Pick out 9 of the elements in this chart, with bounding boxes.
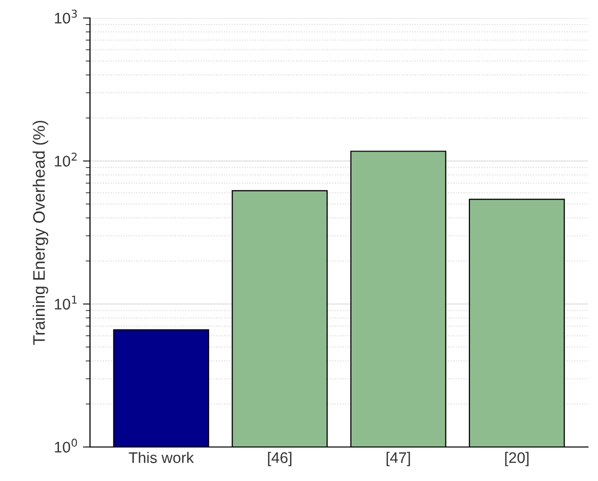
x-tick-label: This work (128, 452, 194, 464)
y-tick-label: 10$^{0}$ (54, 438, 77, 453)
y-tick-label: 10$^{3}$ (54, 10, 77, 24)
y-axis-title: Training Energy Overhead (%) (32, 120, 48, 345)
y-tick-label: 10$^{1}$ (54, 296, 77, 310)
x-tick-label: [46] (268, 452, 292, 466)
x-tick-label: [20] (505, 452, 529, 466)
y-tick-label: 10$^{2}$ (54, 152, 77, 167)
x-tick-label: [47] (386, 452, 410, 466)
